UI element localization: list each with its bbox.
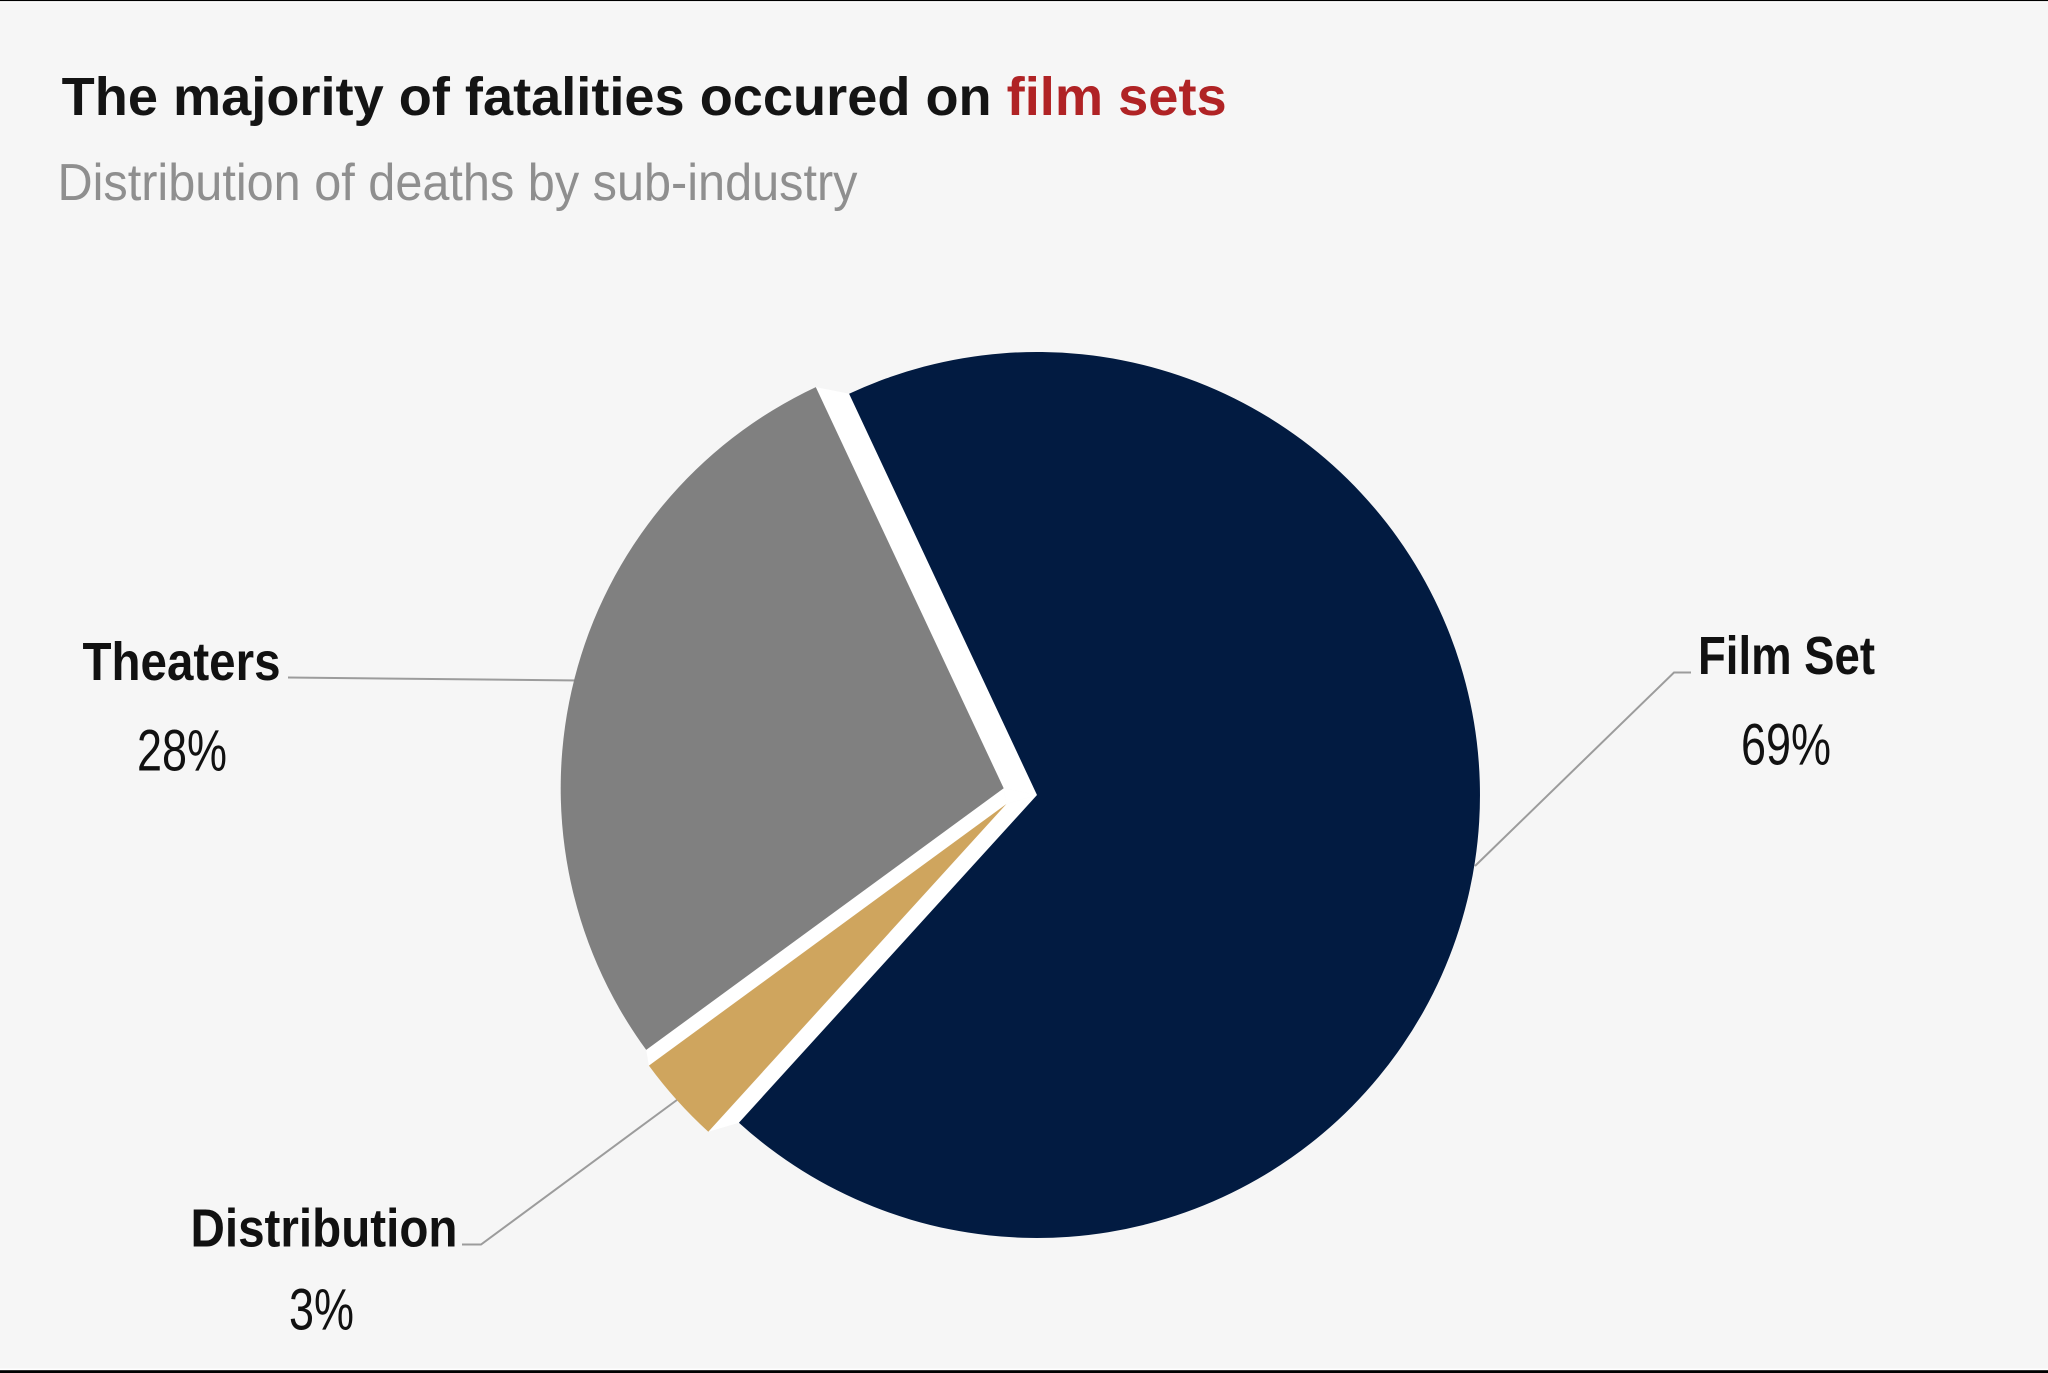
svg-text:69%: 69% [1741,713,1831,778]
svg-text:3%: 3% [289,1278,354,1343]
svg-text:The majority of fatalities occ: The majority of fatalities occured on fi… [62,67,1227,127]
svg-text:28%: 28% [137,719,227,784]
svg-text:Theaters: Theaters [83,632,281,692]
svg-text:Film Set: Film Set [1698,626,1875,686]
svg-text:Distribution of deaths by sub-: Distribution of deaths by sub-industry [58,154,858,212]
svg-text:Distribution: Distribution [191,1199,458,1259]
